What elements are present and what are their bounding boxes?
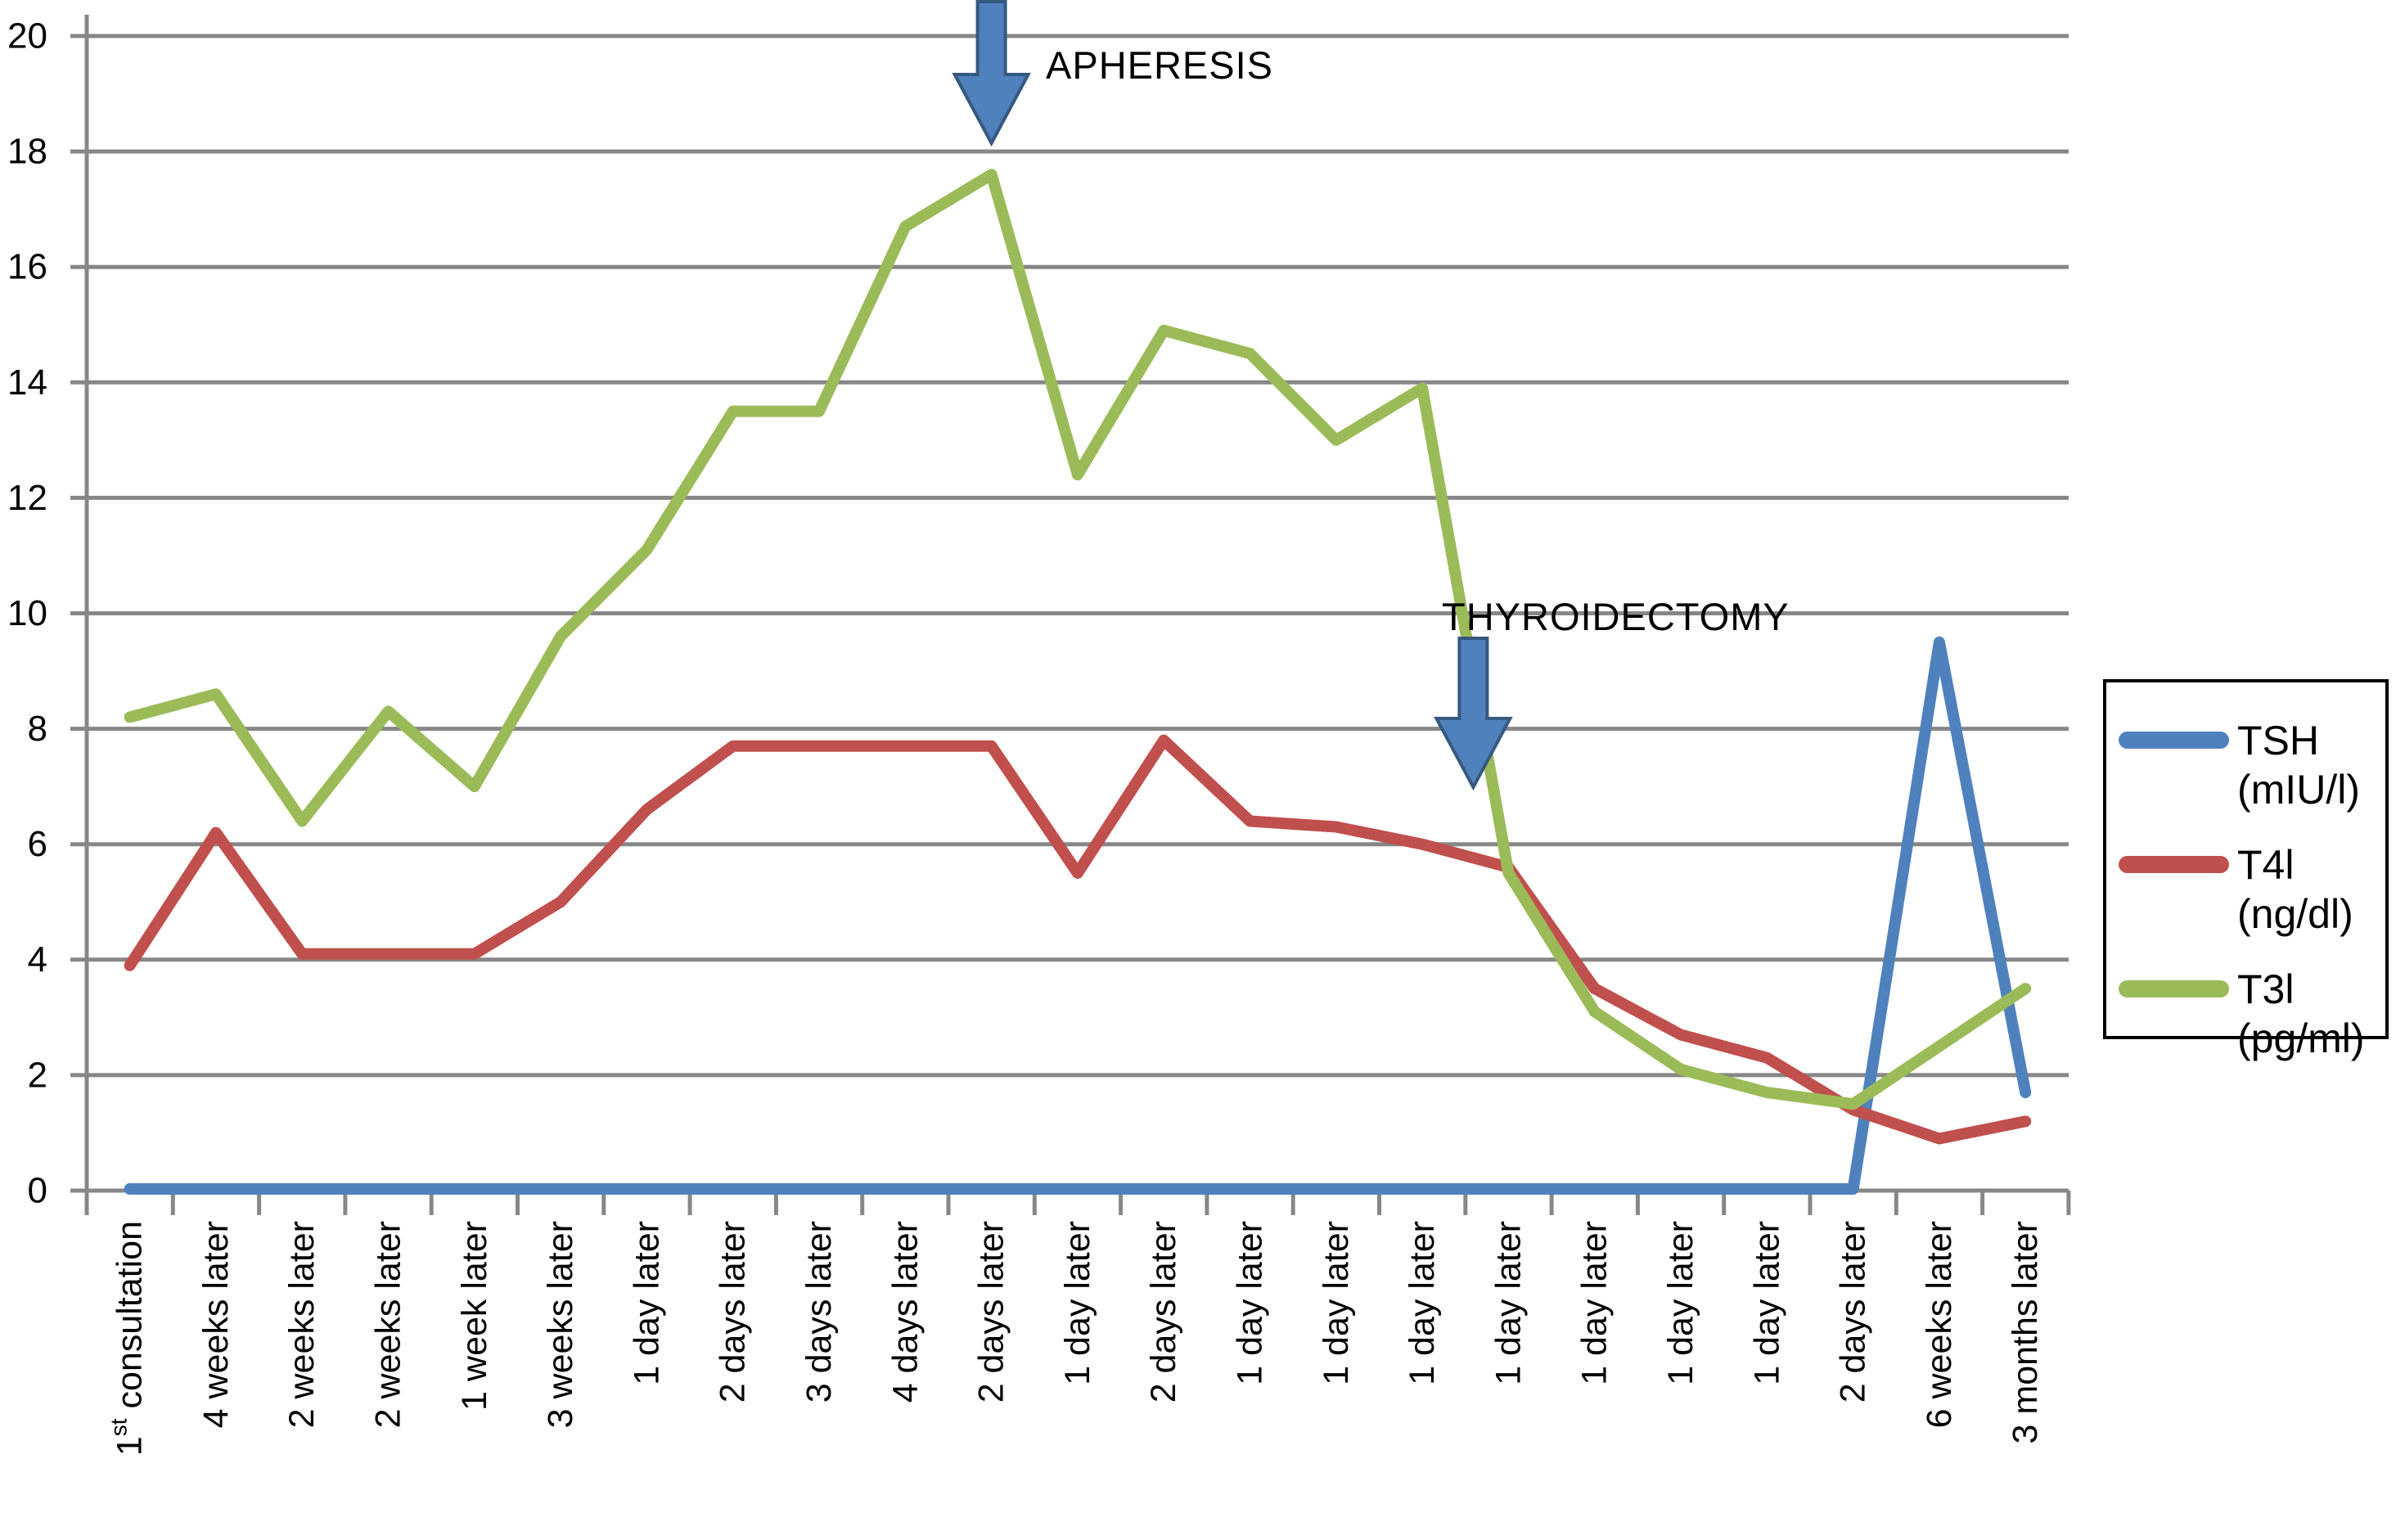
x-axis-category-label: 1st consultation bbox=[106, 1221, 150, 1456]
x-axis-category-label: 6 weeks later bbox=[1920, 1221, 1959, 1428]
x-axis-category-label: 3 weeks later bbox=[541, 1221, 580, 1428]
t3l-swatch-icon bbox=[2119, 980, 2229, 997]
legend: TSH (mIU/l) T4l (ng/dl) T3l (pg/ml) bbox=[2103, 679, 2389, 1061]
y-axis-tick-label: 18 bbox=[7, 132, 47, 172]
t3l-line bbox=[124, 169, 2032, 1110]
x-axis-category-label: 2 weeks later bbox=[369, 1221, 408, 1428]
x-axis-category-label: 2 weeks later bbox=[282, 1221, 322, 1428]
y-axis-tick-label: 16 bbox=[7, 247, 47, 287]
y-axis-tick-label: 8 bbox=[28, 709, 47, 749]
x-axis-category-label: 1 week later bbox=[455, 1221, 494, 1411]
x-axis-category-label: 3 days later bbox=[799, 1221, 839, 1403]
y-axis-tick-label: 10 bbox=[7, 593, 47, 633]
tsh-swatch-icon bbox=[2119, 732, 2229, 749]
y-axis-tick-label: 6 bbox=[28, 824, 47, 864]
legend-label: T3l bbox=[2237, 966, 2295, 1012]
legend-unit: (pg/ml) bbox=[2237, 1015, 2365, 1061]
legend-unit: (mIU/l) bbox=[2237, 767, 2360, 813]
x-axis-category-label: 2 days later bbox=[1834, 1221, 1873, 1403]
x-axis-category-label: 4 days later bbox=[885, 1221, 925, 1403]
x-axis-category-label: 2 days later bbox=[972, 1221, 1011, 1403]
tsh-line bbox=[124, 636, 2032, 1195]
x-axis-category-label: 1 day later bbox=[1747, 1221, 1786, 1385]
x-axis-category-label: 2 days later bbox=[714, 1221, 753, 1403]
apheresis-arrow-icon bbox=[952, 0, 1031, 147]
x-axis-category-label: 4 weeks later bbox=[196, 1221, 236, 1428]
y-axis-tick-label: 0 bbox=[28, 1171, 47, 1211]
x-axis-category-label: 1 day later bbox=[627, 1221, 666, 1385]
y-axis-tick-label: 12 bbox=[7, 478, 47, 518]
t4l-line bbox=[124, 734, 2032, 1145]
x-axis-category-label: 1 day later bbox=[1058, 1221, 1097, 1385]
apheresis-annotation: APHERESIS bbox=[1046, 43, 1274, 87]
y-axis-tick-label: 4 bbox=[28, 939, 47, 979]
x-axis-category-label: 1 day later bbox=[1317, 1221, 1356, 1385]
x-axis-category-label: 1 day later bbox=[1575, 1221, 1615, 1385]
x-axis-category-label: 3 months later bbox=[2006, 1221, 2045, 1443]
x-axis-category-label: 1 day later bbox=[1403, 1221, 1442, 1385]
legend-label: TSH bbox=[2237, 718, 2319, 763]
y-axis-tick-label: 2 bbox=[28, 1055, 47, 1095]
legend-label: T4l bbox=[2237, 842, 2295, 888]
y-axis-tick-label: 14 bbox=[7, 362, 47, 403]
x-axis-category-label: 1 day later bbox=[1488, 1221, 1528, 1385]
thyroidectomy-arrow-icon bbox=[1434, 637, 1513, 791]
t4l-swatch-icon bbox=[2119, 856, 2229, 873]
x-axis-category-label: 1 day later bbox=[1231, 1221, 1270, 1385]
legend-unit: (ng/dl) bbox=[2237, 891, 2353, 937]
y-axis-tick-label: 20 bbox=[7, 16, 47, 56]
x-axis-category-label: 1 day later bbox=[1661, 1221, 1700, 1385]
thyroidectomy-annotation: THYROIDECTOMY bbox=[1442, 595, 1790, 638]
x-axis-category-label: 2 days later bbox=[1144, 1221, 1183, 1403]
